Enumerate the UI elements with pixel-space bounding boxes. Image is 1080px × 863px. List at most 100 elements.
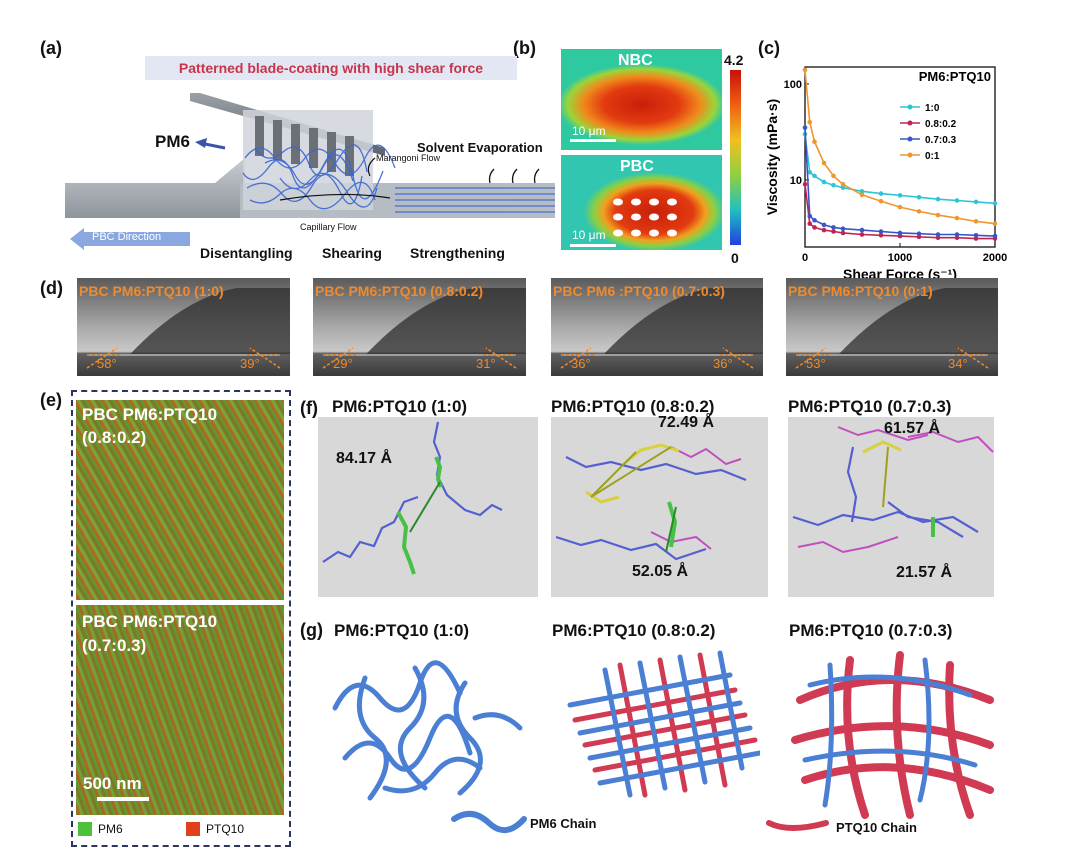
md-title-2: PM6:PTQ10 (0.8:0.2) [551, 397, 715, 416]
data-point-0.7:0.3-0 [802, 125, 808, 130]
legend-label-1:0: 1:0 [925, 103, 940, 114]
solvent-evaporation-label: Solvent Evaporation [417, 140, 543, 155]
pbc-heatmap [561, 155, 722, 250]
md-dist-3a: 61.57 Å [884, 420, 941, 437]
md-dist-1: 84.17 Å [336, 450, 393, 467]
evaporation-arrows [488, 168, 540, 184]
droplet-1 [86, 288, 290, 369]
data-point-0:1-6 [859, 192, 865, 198]
md-snapshot-1 [318, 417, 538, 597]
network-70-30 [791, 651, 994, 819]
network-title-2: PM6:PTQ10 (0.8:0.2) [552, 621, 716, 640]
data-point-1:0-9 [916, 194, 922, 200]
contact-angle-title-1: PBC PM6:PTQ10 (1:0) [79, 283, 224, 299]
md-dist-2b: 52.05 Å [632, 563, 689, 580]
data-point-0.7:0.3-10 [935, 232, 941, 237]
capillary-label: Capillary Flow [300, 222, 357, 232]
legend-ptq10-label: PTQ10 [206, 822, 245, 836]
banner-box: Patterned blade-coating with high shear … [145, 56, 517, 80]
data-point-0:1-9 [916, 209, 922, 214]
data-point-0.7:0.3-9 [916, 231, 922, 237]
network-80-20 [567, 650, 760, 798]
data-point-0.7:0.3-2 [812, 217, 817, 223]
legend-marker-1:0 [907, 104, 913, 110]
pbc-dot-pattern [613, 198, 677, 237]
right-angle-3: 36° [713, 356, 733, 371]
blade-coating-schematic [65, 93, 555, 218]
droplet-2 [322, 288, 526, 369]
panel-label-d: (d) [40, 278, 63, 298]
data-point-0:1-0 [802, 67, 808, 73]
substrate-left [65, 158, 245, 218]
right-angle-4: 34° [948, 356, 968, 371]
data-point-0.8:0.2-7 [878, 232, 884, 238]
legend-pm6-label: PM6 [98, 822, 123, 836]
data-point-1:0-10 [935, 196, 941, 202]
afm-top-line1: PBC PM6:PTQ10 [82, 405, 218, 424]
legend-pm6-swatch [78, 822, 92, 836]
data-point-1:0-8 [897, 193, 903, 198]
afm-scale-label: 500 nm [83, 774, 142, 793]
data-point-0.8:0.2-6 [859, 232, 865, 237]
afm-bottom-line2: (0.7:0.3) [82, 636, 147, 655]
data-point-0.7:0.3-5 [840, 226, 846, 232]
data-point-0:1-10 [935, 212, 941, 218]
panel-label-e: (e) [40, 390, 62, 410]
md-title-1: PM6:PTQ10 (1:0) [332, 397, 468, 416]
network-title-3: PM6:PTQ10 (0.7:0.3) [789, 621, 953, 640]
data-point-0.7:0.3-6 [859, 227, 865, 233]
colorbar-min: 0 [731, 250, 739, 266]
y-tick-label-0: 10 [790, 175, 802, 187]
afm-image-top [76, 400, 284, 600]
panel-label-f: (f) [300, 398, 318, 418]
pbc-direction-arrow [70, 228, 190, 250]
data-point-0.7:0.3-4 [831, 225, 836, 230]
legend-label-0.7:0.3: 0.7:0.3 [925, 135, 957, 146]
contact-angle-image-4 [786, 278, 998, 376]
droplet-3 [560, 288, 763, 369]
droplet-4 [795, 288, 998, 369]
data-point-0.7:0.3-11 [954, 232, 960, 237]
contact-angle-title-2: PBC PM6:PTQ10 (0.8:0.2) [315, 283, 484, 299]
pbc-scalebar [570, 244, 616, 247]
data-point-0:1-1 [807, 119, 813, 125]
data-point-1:0-1 [807, 169, 813, 175]
data-point-1:0-7 [878, 191, 884, 196]
afm-scalebar [97, 797, 149, 801]
md-title-3: PM6:PTQ10 (0.7:0.3) [788, 397, 952, 416]
right-angle-2: 31° [476, 356, 496, 371]
data-point-0.8:0.2-9 [916, 234, 922, 240]
panel-label-b: (b) [513, 38, 536, 58]
polymer-chains [242, 144, 555, 213]
data-point-0.7:0.3-13 [992, 233, 998, 239]
y-tick-label-1: 100 [784, 79, 802, 91]
data-point-1:0-2 [812, 173, 817, 179]
data-point-0:1-11 [954, 215, 960, 221]
afm-image-bottom [76, 605, 284, 815]
series-line-0:1 [804, 69, 996, 225]
data-point-0.7:0.3-8 [897, 230, 903, 236]
x-tick-label-1: 1000 [888, 252, 912, 264]
viscosity-chart: 0 1000 2000 10 100 Shear Force (s⁻¹) Viscosity… [764, 66, 1007, 280]
data-point-0.8:0.2-5 [840, 230, 846, 236]
pm6-arrowhead [195, 138, 207, 148]
data-point-0.8:0.2-11 [954, 235, 960, 240]
left-angle-4: 53° [806, 356, 826, 371]
pm6-label: PM6 [155, 132, 190, 151]
colorbar-max: 4.2 [724, 52, 744, 68]
legend-marker-0.8:0.2 [907, 120, 913, 126]
pbc-direction-label: PBC Direction [92, 231, 162, 243]
afm-bottom-line1: PBC PM6:PTQ10 [82, 612, 218, 631]
left-angle-3: 36° [571, 356, 591, 371]
nbc-scale: 10 μm [572, 124, 606, 138]
marangoni-arrow [367, 157, 376, 177]
data-point-0:1-8 [897, 204, 903, 210]
data-point-1:0-5 [840, 185, 846, 190]
data-point-0.8:0.2-4 [831, 229, 836, 234]
ptq10-chain-icon [766, 820, 829, 831]
data-point-0.8:0.2-3 [821, 227, 827, 233]
contact-angle-image-2 [313, 278, 526, 376]
data-point-0:1-5 [840, 181, 846, 187]
step-disentangling: Disentangling [200, 245, 293, 261]
blade-pillars [255, 116, 354, 176]
